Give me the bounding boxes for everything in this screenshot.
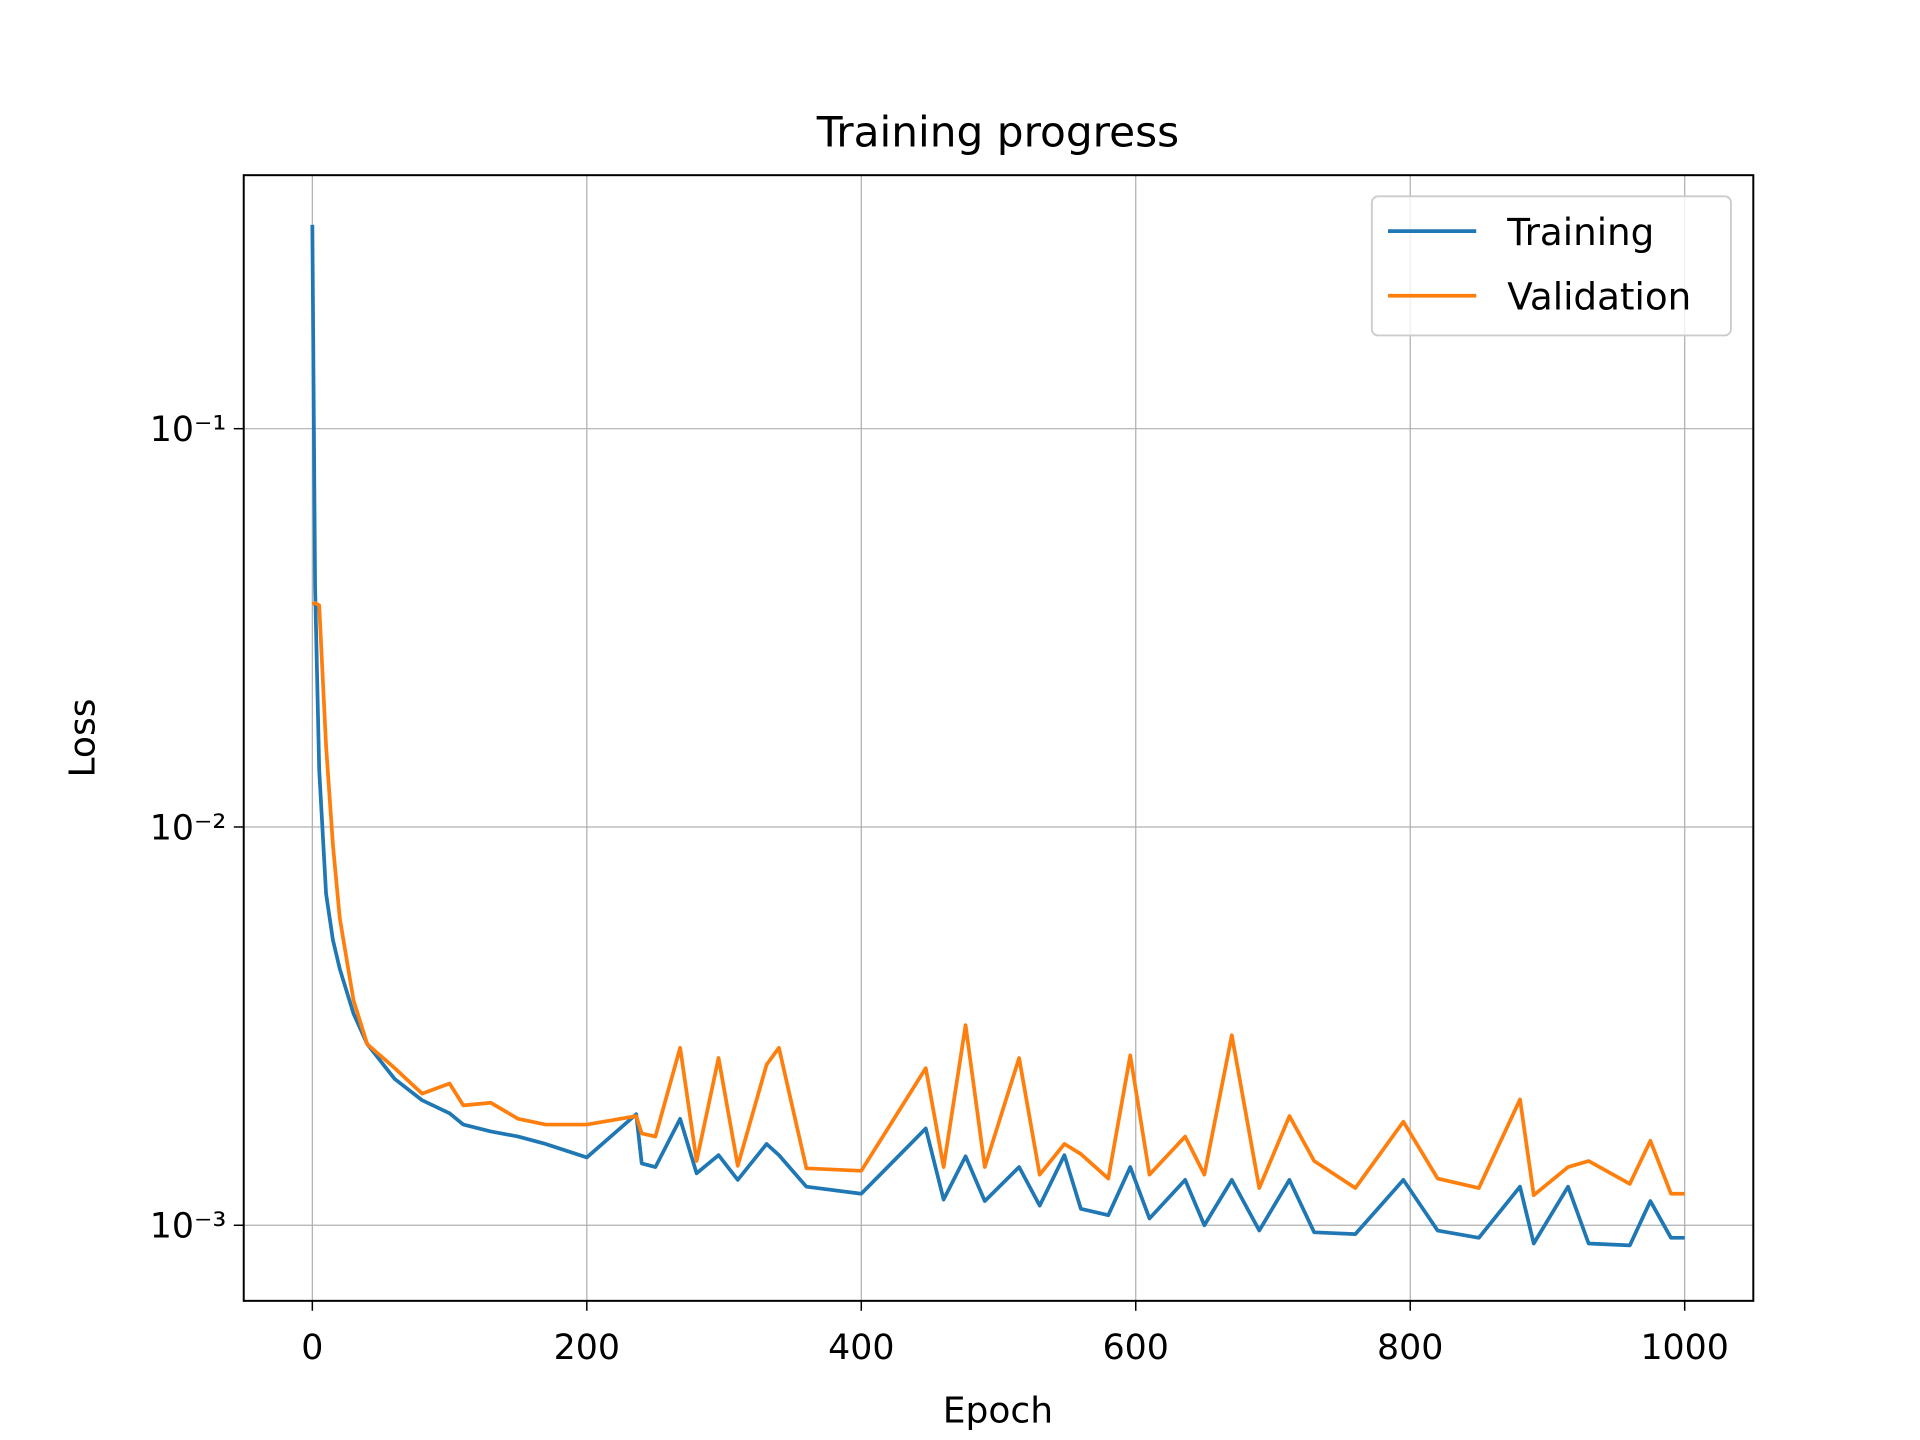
axes-frame xyxy=(242,174,1755,1302)
x-tick-label: 600 xyxy=(1103,1328,1169,1368)
y-tick-label: 10⁻³ xyxy=(150,1207,227,1247)
x-tick-label: 200 xyxy=(554,1328,620,1368)
y-axis-label: Loss xyxy=(63,699,104,778)
legend-label: Validation xyxy=(1507,274,1691,318)
x-tick-label: 0 xyxy=(301,1328,323,1368)
chart-title: Training progress xyxy=(816,108,1179,157)
x-tick-label: 800 xyxy=(1377,1328,1443,1368)
legend-label: Training xyxy=(1506,210,1654,254)
x-tick-label: 400 xyxy=(828,1328,894,1368)
x-tick-label: 1000 xyxy=(1640,1328,1728,1368)
y-tick-label: 10⁻¹ xyxy=(150,410,227,450)
line-series xyxy=(311,601,1685,1198)
line-series xyxy=(310,224,1685,1248)
x-axis-label: Epoch xyxy=(943,1391,1053,1432)
y-tick-label: 10⁻² xyxy=(150,808,227,848)
